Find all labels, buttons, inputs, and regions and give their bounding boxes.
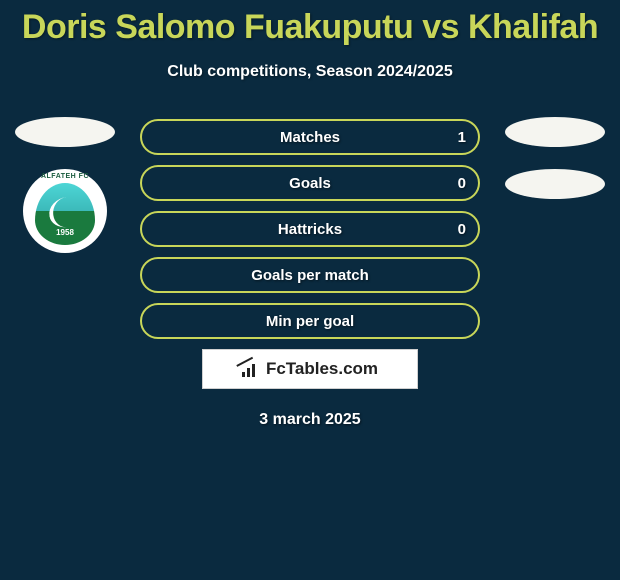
stat-label: Min per goal — [266, 313, 354, 330]
stat-label: Goals — [289, 175, 331, 192]
stat-label: Hattricks — [278, 221, 342, 238]
player1-avatar — [15, 117, 115, 147]
stat-row: Min per goal — [140, 303, 480, 339]
player1-column: ALFATEH FC 1958 — [10, 119, 120, 253]
chart-icon — [242, 361, 260, 377]
brand-text: FcTables.com — [266, 359, 378, 379]
stat-row: Goals 0 — [140, 165, 480, 201]
stat-label: Goals per match — [251, 267, 369, 284]
stats-list: Matches 1 Goals 0 Hattricks 0 Goals per … — [140, 119, 480, 339]
stat-row: Goals per match — [140, 257, 480, 293]
date-label: 3 march 2025 — [0, 411, 620, 429]
player1-club-logo: ALFATEH FC 1958 — [23, 169, 107, 253]
page-title: Doris Salomo Fuakuputu vs Khalifah — [0, 0, 620, 47]
alfateh-badge-icon: ALFATEH FC 1958 — [31, 173, 99, 249]
stat-row: Hattricks 0 — [140, 211, 480, 247]
badge-swoosh-icon — [47, 195, 87, 230]
stat-row: Matches 1 — [140, 119, 480, 155]
stat-label: Matches — [280, 129, 340, 146]
stat-right-value: 0 — [458, 175, 466, 192]
player2-column — [500, 119, 610, 199]
stat-right-value: 1 — [458, 129, 466, 146]
badge-year: 1958 — [56, 228, 74, 237]
player2-avatar — [505, 117, 605, 147]
brand-badge: FcTables.com — [202, 349, 418, 389]
stat-right-value: 0 — [458, 221, 466, 238]
badge-label: ALFATEH FC — [41, 173, 89, 180]
badge-shield-icon: 1958 — [35, 183, 95, 245]
page-subtitle: Club competitions, Season 2024/2025 — [0, 63, 620, 81]
player2-club-logo — [505, 169, 605, 199]
comparison-area: ALFATEH FC 1958 Matches 1 Goals 0 Hattri… — [0, 119, 620, 429]
